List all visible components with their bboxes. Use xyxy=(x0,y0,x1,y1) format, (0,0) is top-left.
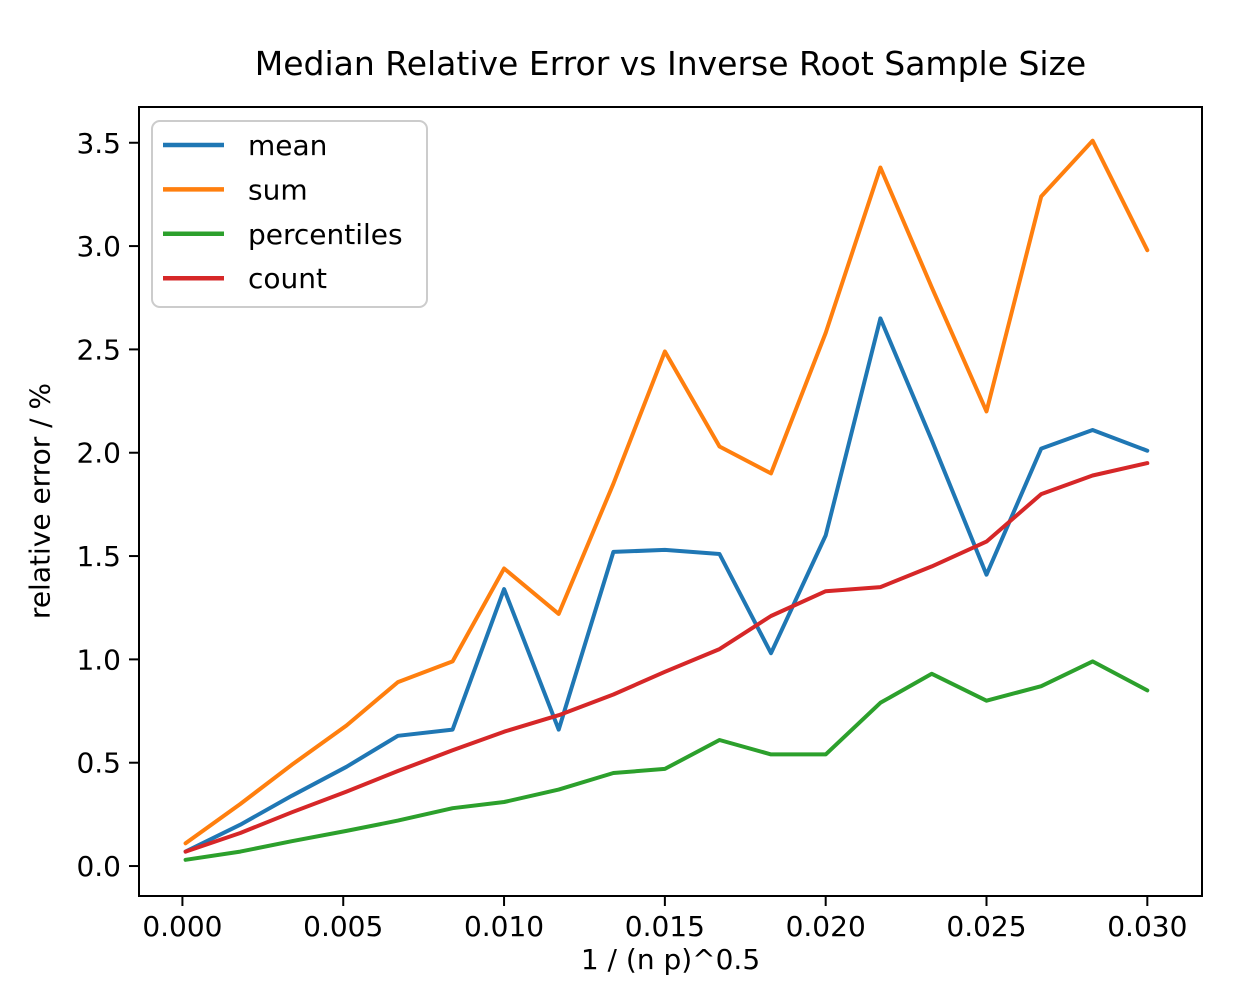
x-tick-label: 0.015 xyxy=(625,910,705,943)
y-tick-label: 0.0 xyxy=(76,850,121,883)
y-tick-label: 0.5 xyxy=(76,747,121,780)
legend-box xyxy=(151,120,428,308)
x-axis-label: 1 / (n p)^0.5 xyxy=(580,943,761,976)
chart-title: Median Relative Error vs Inverse Root Sa… xyxy=(254,44,1087,83)
x-tick-label: 0.005 xyxy=(303,910,383,943)
legend-label-percentiles: percentiles xyxy=(248,218,403,251)
plot-border xyxy=(138,106,1203,897)
legend-label-mean: mean xyxy=(248,129,327,162)
series-line-count xyxy=(183,461,1150,854)
x-tick-label: 0.020 xyxy=(786,910,866,943)
series-line-mean xyxy=(183,316,1150,854)
y-tick-label: 1.5 xyxy=(76,540,121,573)
legend-label-count: count xyxy=(248,262,327,295)
y-tick-label: 2.5 xyxy=(76,333,121,366)
legend-label-sum: sum xyxy=(248,173,308,206)
y-tick-label: 2.0 xyxy=(76,437,121,470)
y-tick-label: 3.5 xyxy=(76,127,121,160)
y-tick-label: 1.0 xyxy=(76,643,121,676)
series-line-percentiles xyxy=(183,659,1150,862)
x-tick-label: 0.030 xyxy=(1107,910,1187,943)
x-tick-label: 0.000 xyxy=(142,910,222,943)
series-line-sum xyxy=(183,138,1150,846)
x-tick-label: 0.025 xyxy=(946,910,1026,943)
y-tick-label: 3.0 xyxy=(76,230,121,263)
x-tick-label: 0.010 xyxy=(464,910,544,943)
